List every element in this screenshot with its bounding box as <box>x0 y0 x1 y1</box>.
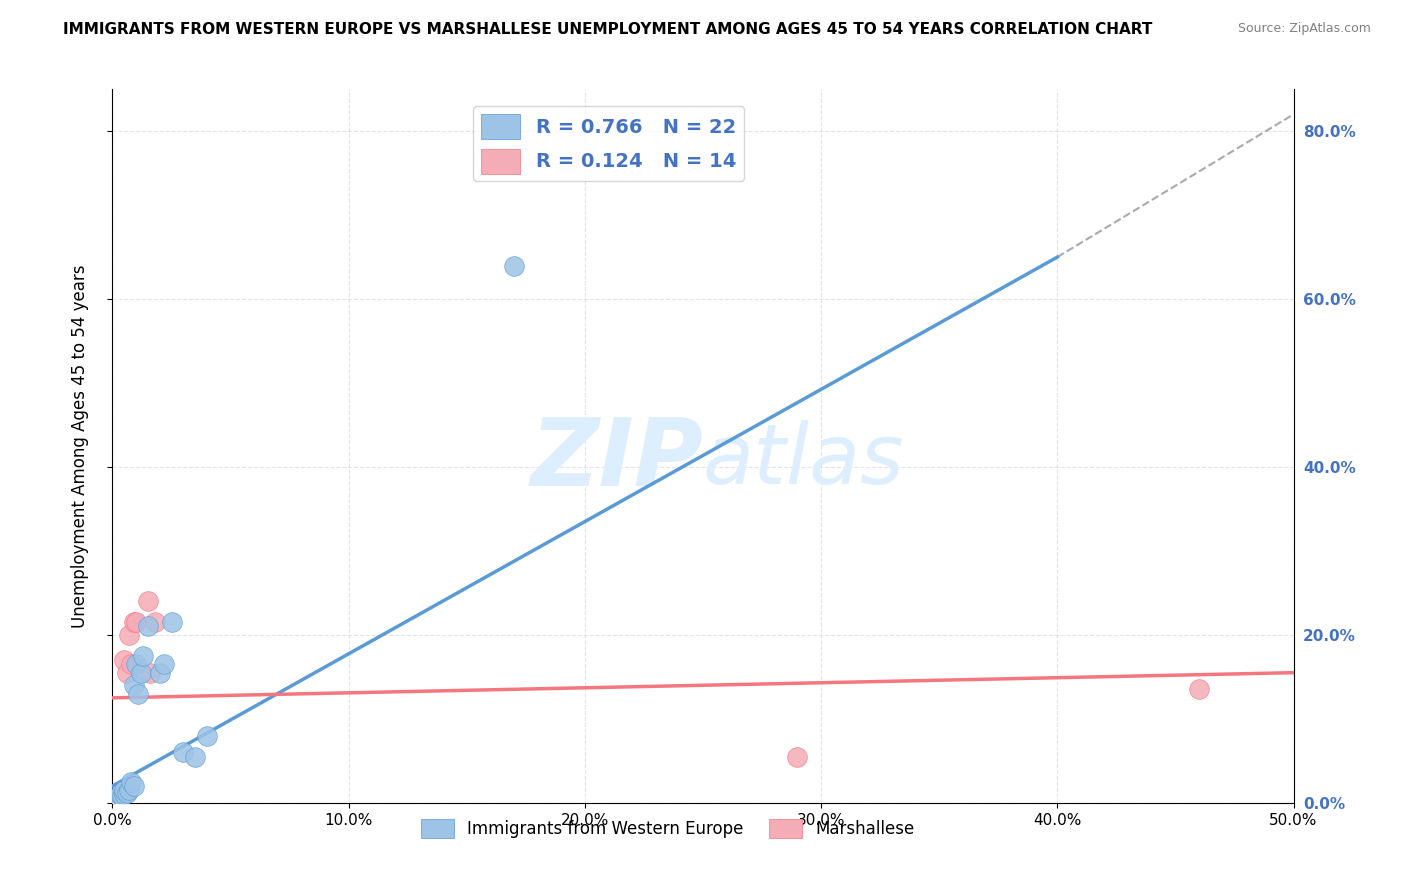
Point <box>115 786 138 800</box>
Point <box>120 774 142 789</box>
Point <box>1188 682 1211 697</box>
Text: Source: ZipAtlas.com: Source: ZipAtlas.com <box>1237 22 1371 36</box>
Point <box>129 665 152 680</box>
Legend: Immigrants from Western Europe, Marshallese: Immigrants from Western Europe, Marshall… <box>413 812 921 845</box>
Point <box>195 729 218 743</box>
Point <box>122 615 145 630</box>
Point <box>120 657 142 672</box>
Point <box>105 791 128 805</box>
Point <box>132 648 155 663</box>
Point <box>136 594 159 608</box>
Point <box>143 615 166 630</box>
Text: IMMIGRANTS FROM WESTERN EUROPE VS MARSHALLESE UNEMPLOYMENT AMONG AGES 45 TO 54 Y: IMMIGRANTS FROM WESTERN EUROPE VS MARSHA… <box>63 22 1153 37</box>
Text: atlas: atlas <box>703 420 904 500</box>
Point <box>112 653 135 667</box>
Point <box>111 789 134 803</box>
Point <box>160 615 183 630</box>
Point <box>127 687 149 701</box>
Point <box>108 789 131 803</box>
Point <box>118 783 141 797</box>
Point <box>136 619 159 633</box>
Point <box>115 665 138 680</box>
Point <box>108 788 131 802</box>
Point <box>503 259 526 273</box>
Point <box>125 657 148 672</box>
Point <box>112 783 135 797</box>
Point <box>125 615 148 630</box>
Point <box>184 749 207 764</box>
Point <box>118 628 141 642</box>
Point <box>111 788 134 802</box>
Point <box>172 746 194 760</box>
Point <box>122 779 145 793</box>
Y-axis label: Unemployment Among Ages 45 to 54 years: Unemployment Among Ages 45 to 54 years <box>70 264 89 628</box>
Point <box>122 678 145 692</box>
Point <box>105 791 128 805</box>
Point <box>112 788 135 802</box>
Text: ZIP: ZIP <box>530 414 703 507</box>
Point <box>786 749 808 764</box>
Point <box>149 665 172 680</box>
Point <box>153 657 176 672</box>
Point <box>139 665 162 680</box>
